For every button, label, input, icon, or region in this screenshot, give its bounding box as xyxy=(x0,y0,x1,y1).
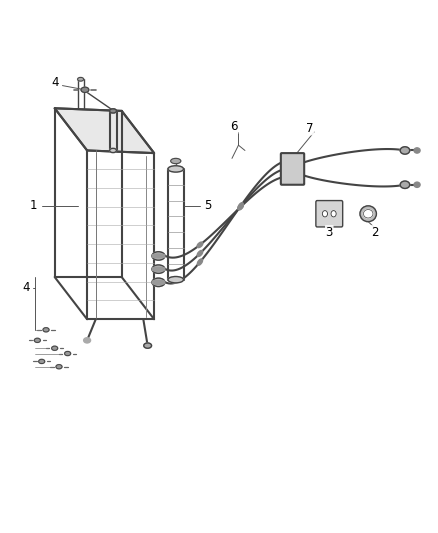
Ellipse shape xyxy=(198,259,202,265)
FancyBboxPatch shape xyxy=(281,153,304,185)
Ellipse shape xyxy=(152,278,165,287)
Ellipse shape xyxy=(238,204,244,210)
Ellipse shape xyxy=(152,269,165,271)
Text: 5: 5 xyxy=(205,199,212,212)
Ellipse shape xyxy=(84,338,91,343)
Ellipse shape xyxy=(168,166,184,172)
Ellipse shape xyxy=(110,148,117,152)
Ellipse shape xyxy=(197,251,203,256)
Polygon shape xyxy=(55,108,154,153)
Ellipse shape xyxy=(414,148,420,153)
Ellipse shape xyxy=(152,255,165,257)
Ellipse shape xyxy=(360,206,376,222)
Ellipse shape xyxy=(238,203,243,209)
Ellipse shape xyxy=(197,242,203,248)
Ellipse shape xyxy=(43,328,49,332)
Text: 1: 1 xyxy=(29,199,37,212)
Ellipse shape xyxy=(52,346,58,350)
Ellipse shape xyxy=(81,87,89,92)
Ellipse shape xyxy=(78,77,84,81)
Ellipse shape xyxy=(400,181,410,189)
Ellipse shape xyxy=(322,211,328,217)
Ellipse shape xyxy=(110,109,117,113)
Ellipse shape xyxy=(65,351,71,356)
Text: 4: 4 xyxy=(23,281,30,294)
Ellipse shape xyxy=(152,254,165,256)
Ellipse shape xyxy=(168,277,184,283)
Ellipse shape xyxy=(152,265,165,273)
Ellipse shape xyxy=(39,359,45,364)
Text: 4: 4 xyxy=(51,76,58,90)
Ellipse shape xyxy=(400,147,410,154)
Ellipse shape xyxy=(171,158,181,164)
Ellipse shape xyxy=(238,203,243,209)
Ellipse shape xyxy=(152,256,165,258)
Ellipse shape xyxy=(152,252,165,260)
Ellipse shape xyxy=(364,209,373,218)
Ellipse shape xyxy=(152,267,165,269)
Ellipse shape xyxy=(144,343,152,348)
Ellipse shape xyxy=(331,211,336,217)
Text: 7: 7 xyxy=(306,122,314,135)
Text: 2: 2 xyxy=(371,225,378,239)
Ellipse shape xyxy=(152,282,165,284)
Text: 6: 6 xyxy=(230,120,238,133)
Ellipse shape xyxy=(152,268,165,270)
Ellipse shape xyxy=(414,182,420,188)
Ellipse shape xyxy=(56,365,62,369)
Ellipse shape xyxy=(152,281,165,284)
Ellipse shape xyxy=(34,338,40,342)
FancyBboxPatch shape xyxy=(316,200,343,227)
Ellipse shape xyxy=(152,280,165,282)
Text: 3: 3 xyxy=(325,225,333,239)
